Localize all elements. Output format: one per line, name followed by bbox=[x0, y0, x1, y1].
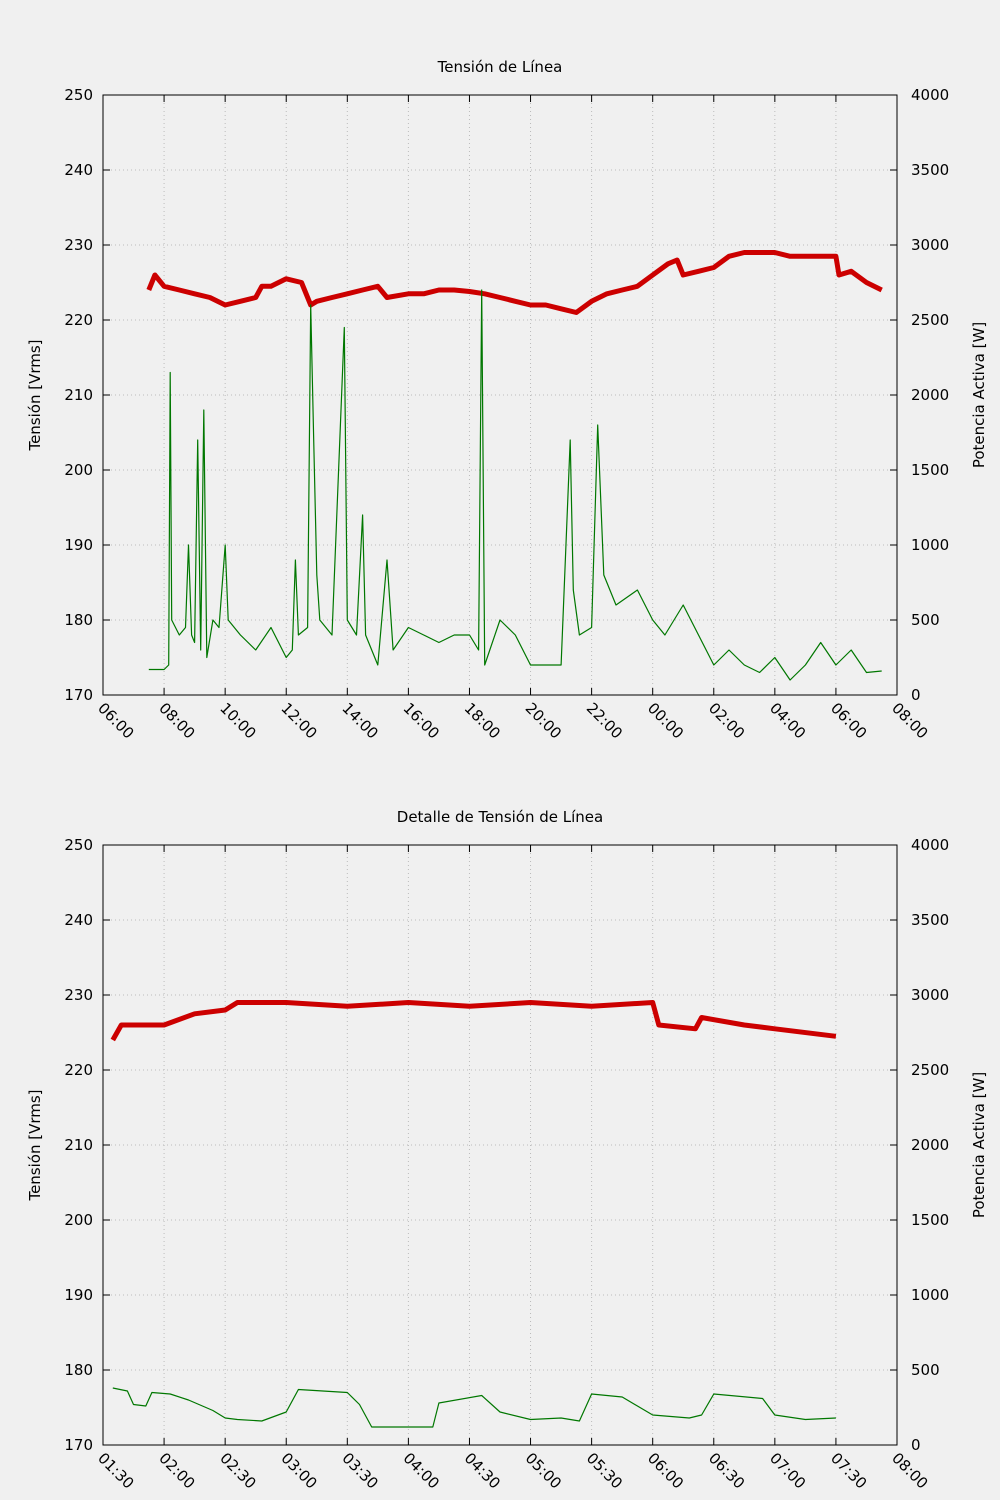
y-tick-label: 230 bbox=[64, 986, 93, 1004]
y2-tick-label: 2000 bbox=[911, 1136, 949, 1154]
y-axis-label: Tensión [Vrms] bbox=[26, 339, 44, 451]
y-tick-label: 250 bbox=[64, 86, 93, 104]
x-tick-label: 22:00 bbox=[583, 699, 626, 742]
x-tick-label: 08:00 bbox=[888, 1449, 931, 1492]
x-tick-label: 06:00 bbox=[94, 699, 137, 742]
x-tick-label: 01:30 bbox=[94, 1449, 137, 1492]
x-tick-label: 18:00 bbox=[461, 699, 504, 742]
y-tick-label: 240 bbox=[64, 911, 93, 929]
y2-tick-label: 4000 bbox=[911, 836, 949, 854]
x-tick-label: 06:00 bbox=[644, 1449, 687, 1492]
plot-frame bbox=[102, 844, 898, 1446]
x-tick-label: 08:00 bbox=[155, 699, 198, 742]
x-tick-label: 04:00 bbox=[766, 699, 809, 742]
power-line bbox=[148, 289, 882, 681]
chart-title: Detalle de Tensión de Línea bbox=[397, 808, 603, 826]
y2-tick-label: 0 bbox=[911, 686, 921, 704]
y-tick-label: 170 bbox=[64, 686, 93, 704]
y-tick-label: 210 bbox=[64, 386, 93, 404]
power-line bbox=[112, 1387, 836, 1428]
x-tick-label: 08:00 bbox=[888, 699, 931, 742]
x-tick-label: 03:00 bbox=[277, 1449, 320, 1492]
y-tick-label: 190 bbox=[64, 536, 93, 554]
y-tick-label: 180 bbox=[64, 1361, 93, 1379]
y2-tick-label: 2500 bbox=[911, 311, 949, 329]
plot-frame bbox=[102, 94, 898, 696]
y2-axis-label: Potencia Activa [W] bbox=[970, 1072, 988, 1218]
x-tick-label: 12:00 bbox=[277, 699, 320, 742]
y2-tick-label: 2000 bbox=[911, 386, 949, 404]
voltage-line bbox=[146, 250, 883, 315]
x-tick-label: 07:00 bbox=[766, 1449, 809, 1492]
voltage-line bbox=[110, 1000, 837, 1042]
y2-tick-label: 500 bbox=[911, 611, 940, 629]
x-tick-label: 06:30 bbox=[705, 1449, 748, 1492]
x-tick-label: 07:30 bbox=[827, 1449, 870, 1492]
y2-tick-label: 1000 bbox=[911, 1286, 949, 1304]
y2-tick-label: 3000 bbox=[911, 236, 949, 254]
y-tick-label: 170 bbox=[64, 1436, 93, 1454]
y-tick-label: 230 bbox=[64, 236, 93, 254]
y2-tick-label: 500 bbox=[911, 1361, 940, 1379]
x-tick-label: 04:00 bbox=[400, 1449, 443, 1492]
x-tick-label: 20:00 bbox=[522, 699, 565, 742]
y-tick-label: 190 bbox=[64, 1286, 93, 1304]
y2-tick-label: 1500 bbox=[911, 461, 949, 479]
x-tick-label: 05:00 bbox=[522, 1449, 565, 1492]
x-tick-label: 02:00 bbox=[155, 1449, 198, 1492]
x-tick-label: 05:30 bbox=[583, 1449, 626, 1492]
x-tick-label: 02:30 bbox=[216, 1449, 259, 1492]
x-tick-label: 02:00 bbox=[705, 699, 748, 742]
y-tick-label: 250 bbox=[64, 836, 93, 854]
x-tick-label: 16:00 bbox=[400, 699, 443, 742]
chart-title: Tensión de Línea bbox=[437, 58, 563, 76]
y-tick-label: 220 bbox=[64, 1061, 93, 1079]
y2-tick-label: 1000 bbox=[911, 536, 949, 554]
y-tick-label: 220 bbox=[64, 311, 93, 329]
y2-tick-label: 3500 bbox=[911, 911, 949, 929]
y2-tick-label: 1500 bbox=[911, 1211, 949, 1229]
y2-tick-label: 3500 bbox=[911, 161, 949, 179]
y-tick-label: 200 bbox=[64, 461, 93, 479]
y2-tick-label: 4000 bbox=[911, 86, 949, 104]
y-axis-label: Tensión [Vrms] bbox=[26, 1089, 44, 1201]
y-tick-label: 240 bbox=[64, 161, 93, 179]
x-tick-label: 03:30 bbox=[338, 1449, 381, 1492]
y2-tick-label: 3000 bbox=[911, 986, 949, 1004]
x-tick-label: 10:00 bbox=[216, 699, 259, 742]
y2-tick-label: 2500 bbox=[911, 1061, 949, 1079]
x-tick-label: 06:00 bbox=[827, 699, 870, 742]
y2-axis-label: Potencia Activa [W] bbox=[970, 322, 988, 468]
y-tick-label: 210 bbox=[64, 1136, 93, 1154]
x-tick-label: 04:30 bbox=[461, 1449, 504, 1492]
x-tick-label: 14:00 bbox=[338, 699, 381, 742]
y2-tick-label: 0 bbox=[911, 1436, 921, 1454]
y-tick-label: 180 bbox=[64, 611, 93, 629]
x-tick-label: 00:00 bbox=[644, 699, 687, 742]
y-tick-label: 200 bbox=[64, 1211, 93, 1229]
